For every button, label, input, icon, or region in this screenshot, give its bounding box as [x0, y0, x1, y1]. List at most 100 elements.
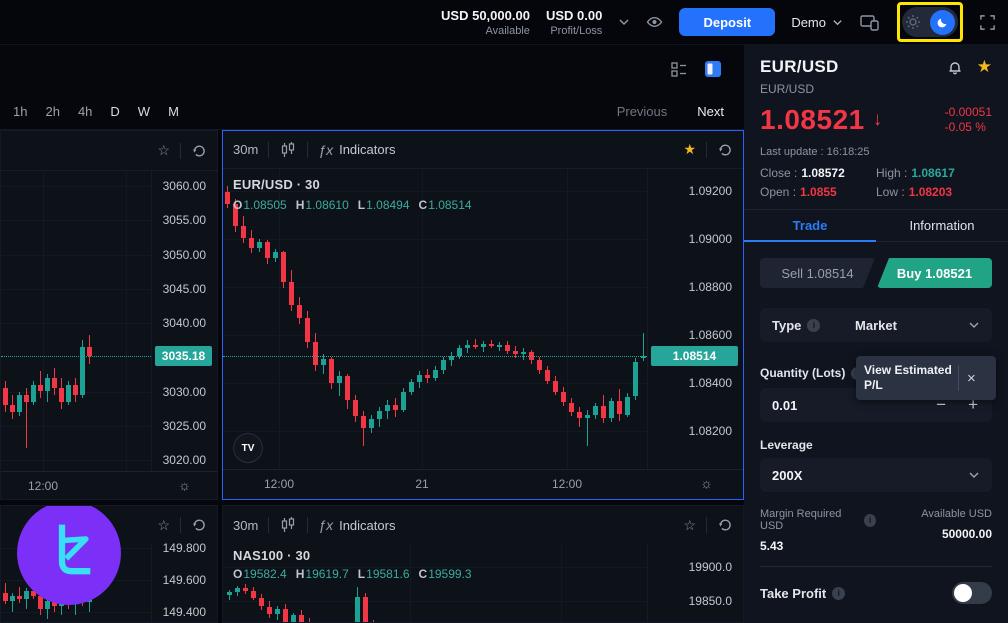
price-scale[interactable]: 3060.00 3055.00 3050.00 3045.00 3040.00 3030.…	[151, 171, 217, 471]
indicators-button[interactable]: Indicators	[339, 517, 396, 533]
price-scale[interactable]: 1.09200 1.09000 1.08800 1.08600 1.08400 1.082…	[647, 169, 743, 469]
info-icon[interactable]: i	[807, 318, 821, 332]
chevron-down-icon[interactable]	[618, 16, 630, 28]
chevron-down-icon	[833, 19, 842, 25]
balance-block: USD 50,000.00 Available	[441, 8, 530, 37]
quantity-decrease-button[interactable]: −	[936, 395, 947, 414]
eye-icon[interactable]	[646, 15, 663, 29]
timeframe-1h[interactable]: 1h	[13, 103, 28, 119]
workspace: 1h 2h 4h D W M Previous Next ☆	[0, 45, 1008, 623]
fx-icon[interactable]: ƒx	[318, 141, 334, 158]
ohlc-stats: Close :1.08572 High :1.08617 Open :1.085…	[760, 166, 955, 199]
favorite-star-icon[interactable]: ☆	[157, 142, 170, 158]
candlestick-plot[interactable]	[223, 169, 647, 469]
axis-settings-icon[interactable]: ☼	[700, 475, 713, 491]
previous-button[interactable]: Previous	[616, 103, 668, 119]
tab-trade[interactable]: Trade	[744, 210, 876, 242]
candlestick-plot[interactable]	[223, 544, 647, 622]
favorite-star-icon[interactable]: ☆	[683, 516, 696, 533]
interval-button[interactable]: 30m	[233, 142, 259, 157]
indicators-button[interactable]: Indicators	[339, 142, 396, 157]
reload-icon[interactable]	[717, 142, 733, 158]
leverage-select[interactable]: 200X	[760, 458, 992, 492]
tab-information[interactable]: Information	[909, 218, 975, 233]
chart-toolbar: 30m ƒx Indicators ☆	[223, 506, 743, 544]
margin-required-label: Margin Required USD	[760, 508, 842, 532]
alert-bell-icon[interactable]	[947, 59, 963, 76]
layout-list-icon[interactable]	[670, 60, 688, 78]
info-icon[interactable]: i	[864, 513, 876, 527]
interval-button[interactable]: 30m	[233, 517, 259, 533]
axis-settings-icon[interactable]: ☼	[178, 477, 191, 493]
favorite-star-icon[interactable]: ☆	[157, 516, 170, 533]
toolbar-divider	[307, 141, 309, 158]
theme-toggle[interactable]	[902, 7, 958, 37]
take-profit-toggle[interactable]	[952, 582, 992, 604]
dark-mode-moon-icon[interactable]	[930, 9, 955, 35]
quantity-increase-button[interactable]: +	[968, 395, 978, 414]
balance-label: Available	[485, 24, 530, 37]
reload-icon[interactable]	[191, 517, 207, 533]
quantity-label: Quantity (Lots)	[760, 366, 846, 380]
account-switcher[interactable]: Demo	[791, 15, 843, 30]
timeframe-m[interactable]: M	[168, 103, 179, 119]
change-absolute: -0.00051	[944, 105, 992, 119]
fx-icon[interactable]: ƒx	[318, 517, 334, 533]
toolbar-divider	[706, 517, 707, 533]
chart-grid: ☆ 3060.00 3055.00 3050.00 3045.00 3040.00 303…	[0, 130, 744, 623]
deposit-button[interactable]: Deposit	[679, 8, 776, 36]
margin-section: Margin Required USD i 5.43 Available USD …	[760, 508, 992, 553]
available-label: Available USD	[921, 508, 992, 520]
timeframe-d[interactable]: D	[110, 103, 120, 119]
light-mode-sun-icon[interactable]	[905, 14, 921, 30]
toolbar-divider	[180, 517, 181, 533]
info-icon[interactable]: i	[832, 586, 846, 600]
broker-brand-logo	[17, 506, 121, 605]
tooltip-close-icon[interactable]: ×	[967, 369, 976, 387]
candle-style-icon[interactable]	[279, 141, 297, 159]
leverage-label: Leverage	[760, 438, 813, 452]
toolbar-divider	[307, 517, 309, 533]
current-price: 1.08521	[760, 104, 865, 135]
high-value: 1.08617	[911, 166, 955, 180]
timeframe-w[interactable]: W	[137, 103, 151, 119]
candle-style-icon[interactable]	[279, 516, 297, 534]
panel-layout-toggle-icon[interactable]	[704, 60, 722, 78]
account-label: Demo	[791, 14, 826, 30]
profit-loss-block: USD 0.00 Profit/Loss	[546, 8, 602, 37]
watchlist-star-icon[interactable]: ★	[976, 57, 992, 76]
last-update: Last update : 16:18:25	[760, 146, 870, 158]
devices-icon[interactable]	[859, 13, 881, 32]
price-scale[interactable]: 19900.0 19850.0	[647, 544, 743, 622]
tooltip-text[interactable]: View Estimated P/L	[864, 363, 952, 392]
time-axis[interactable]: ☼ 12:00 21 12:00	[223, 469, 743, 499]
instrument-header: EUR/USD ★ EUR/USD 1.08521 ↓ -0.00051 -0.…	[744, 45, 1008, 199]
buy-button[interactable]: Buy 1.08521	[877, 258, 992, 288]
chart-toolbar: ☆	[1, 131, 217, 171]
chevron-down-icon	[968, 469, 980, 481]
quantity-value[interactable]: 0.01	[772, 397, 798, 413]
chart-plot-area: 3060.00 3055.00 3050.00 3045.00 3040.00 3030.…	[1, 171, 217, 471]
timeframe-4h[interactable]: 4h	[77, 103, 93, 119]
price-change: -0.00051 -0.05 %	[945, 105, 992, 135]
sell-button[interactable]: Sell 1.08514	[760, 258, 875, 288]
fullscreen-icon[interactable]	[979, 14, 996, 31]
reload-icon[interactable]	[191, 143, 207, 159]
chart-plot-area: EUR/USD · 30 O 1.08505 H 1.08610 L 1.08494 …	[223, 169, 743, 469]
chart-plot-area: NAS100 · 30 O 19582.4 H 19619.7 L 19581.6 C…	[223, 544, 743, 622]
chart-panel-left-bottom: ☆ 149.800 149.600 149.400	[0, 505, 218, 623]
trade-tabs: Trade Information	[744, 209, 1008, 242]
timeframe-2h[interactable]: 2h	[45, 103, 60, 119]
chart-toolbar: 30m ƒx Indicators ★	[223, 131, 743, 169]
available-value: 50000.00	[941, 527, 992, 541]
next-button[interactable]: Next	[697, 103, 724, 119]
reload-icon[interactable]	[717, 517, 733, 533]
order-type-select[interactable]: Type i Market	[760, 308, 992, 342]
time-axis[interactable]: ☼ 12:00	[1, 471, 217, 499]
trade-panel: EUR/USD ★ EUR/USD 1.08521 ↓ -0.00051 -0.…	[744, 45, 1008, 623]
brand-glyph-icon	[58, 524, 91, 575]
price-scale[interactable]: 149.800 149.600 149.400	[151, 541, 217, 622]
favorite-star-icon[interactable]: ★	[683, 141, 696, 157]
toolbar-divider	[706, 141, 707, 158]
candlestick-plot[interactable]	[1, 171, 151, 471]
